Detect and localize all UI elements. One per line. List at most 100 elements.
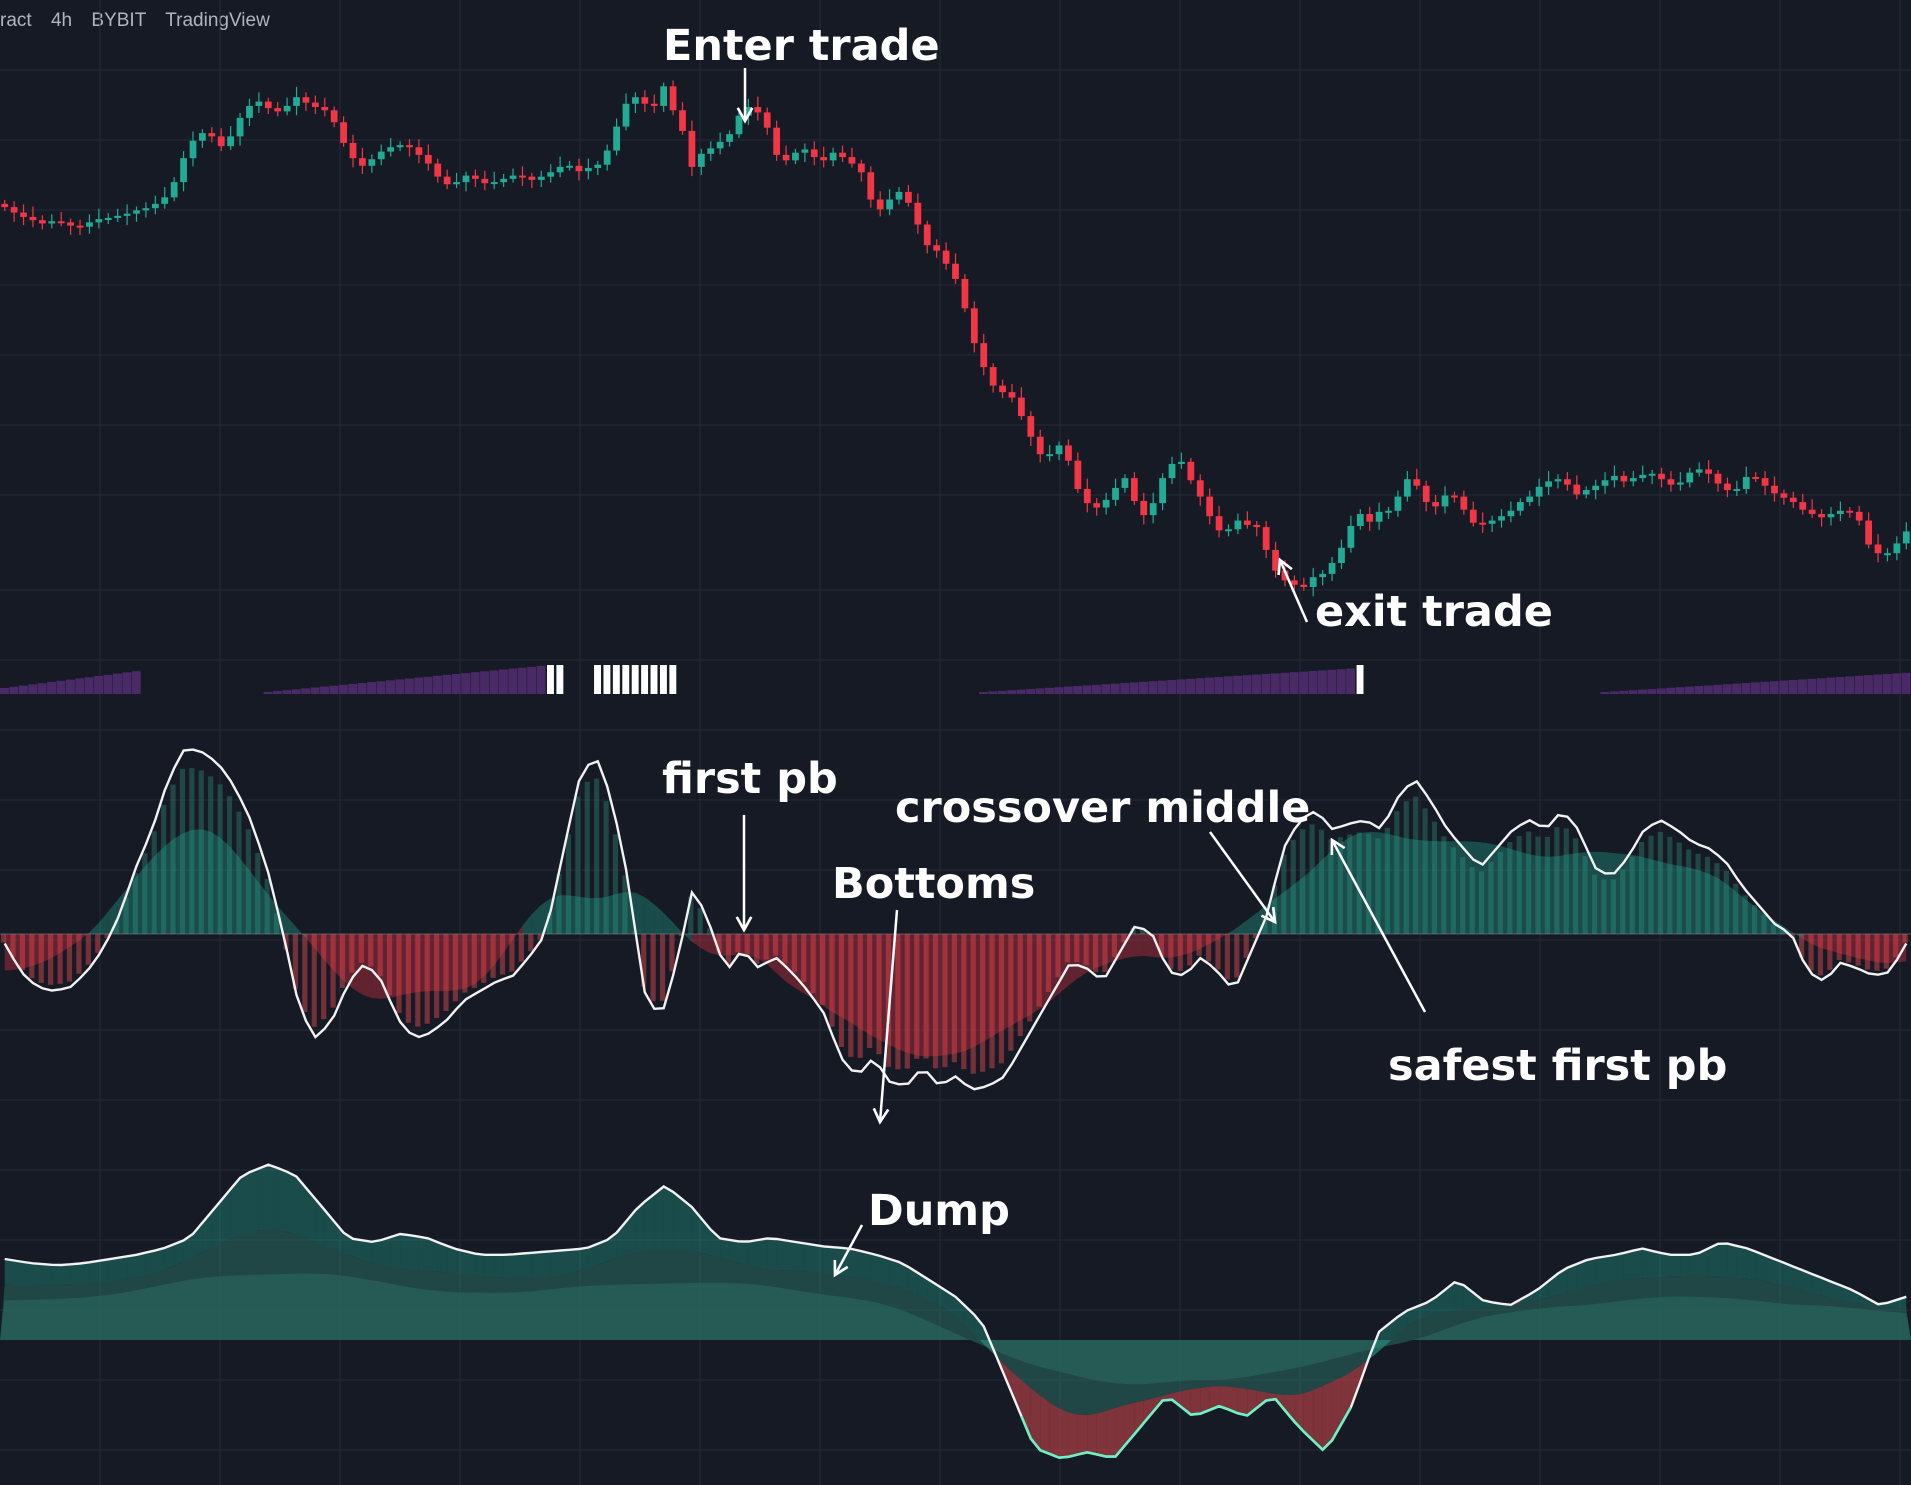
candle [566,160,573,171]
band-segment [1821,934,1831,951]
histogram-bar [923,934,929,1059]
strip-bar [1204,677,1214,694]
strip-bar [282,690,292,694]
strip-bar [498,669,508,694]
histogram-bar [1591,874,1598,934]
strip-bar [1120,683,1130,694]
dump-bull-segment [569,1249,579,1274]
band-segment [503,934,514,953]
histogram-bar [942,934,948,1068]
histogram-bar [1187,934,1193,966]
dump-bull-segment [597,1239,608,1265]
histogram-bar [1686,849,1692,934]
bottoms-annotation: Bottoms [832,859,1035,909]
strip-bar [112,673,122,694]
dump-bull-segment [42,1264,52,1285]
histogram-bar [820,934,826,1006]
histogram-bar [1676,842,1682,934]
band-segment [974,934,984,1047]
band-segment [70,934,81,947]
band-segment [1209,934,1220,944]
band-segment [1426,840,1436,934]
band-segment [748,934,758,959]
candle [1592,479,1600,500]
histogram-bar [1224,934,1230,980]
band-segment [541,898,551,934]
strip-bar [1035,688,1045,694]
strip-bar [94,676,104,694]
candle [189,131,197,167]
strip-bar [320,686,329,694]
dump-mid-band [0,1229,1911,1415]
band-segment [1840,934,1850,957]
histogram-bar [1045,934,1052,992]
dump-area-segment [1172,1390,1182,1408]
candle [57,212,65,227]
band-segment [1812,934,1822,949]
dump-bull-segment [757,1238,768,1270]
histogram-bar [1497,851,1503,934]
band-segment [983,934,994,1042]
candle [1686,467,1694,488]
candle [1564,472,1571,491]
histogram-bar [688,896,694,934]
candle [1498,509,1505,528]
dump-bull-segment [1529,1288,1540,1302]
band-segment [475,934,485,984]
band-segment [1859,934,1869,961]
dump-bull-segment [409,1235,419,1271]
histogram-bar [1742,895,1748,934]
strip-bar [1007,690,1017,694]
band-segment [729,934,739,956]
strip-bar [451,674,461,694]
dump-bull-segment [221,1189,231,1244]
band-segment [1520,851,1530,934]
dump-bull-segment [738,1241,749,1266]
histogram-bar [462,934,468,993]
candle [1818,509,1825,527]
strip-bar [1760,681,1770,694]
candle [810,141,818,166]
candle [1309,567,1317,597]
candle [613,118,620,156]
dump-bull-segment [1718,1243,1728,1278]
band-segment [1680,865,1690,934]
candle [1253,521,1261,537]
dump-bull-segment [1680,1254,1690,1277]
band-segment [1237,920,1248,934]
candle [839,145,846,162]
candle [867,166,875,208]
dump-area-segment [1209,1386,1220,1410]
band-segment [1284,884,1295,934]
dump-area-segment [1143,1398,1154,1423]
exit-trade-annotation: exit trade [1315,587,1553,637]
dump-bull-segment [823,1246,834,1275]
candle [368,154,376,173]
band-segment [1011,934,1022,1026]
histogram-bar [697,908,703,934]
strip-bar [1327,669,1337,694]
band-segment [1736,892,1747,934]
band-segment [277,906,288,934]
histogram-bar [1102,934,1108,972]
dump-bull-segment [673,1191,683,1251]
dump-bull-segment [211,1200,222,1248]
strip-bar [470,672,480,694]
candle [782,145,790,166]
band-segment [484,934,495,976]
candle [1394,490,1402,517]
candle [170,177,178,202]
candle [1771,476,1778,502]
candle [650,94,658,113]
histogram-bar [443,934,449,1012]
strip-bar [461,673,471,694]
histogram-bar [1827,934,1833,970]
strip-bar [1261,674,1271,694]
histogram-bar [1017,934,1023,1037]
dump-bull-segment [315,1199,325,1246]
histogram-bar [1196,934,1202,956]
strip-bar [1167,680,1177,694]
strip-bar [1063,686,1073,694]
strip-bar [338,684,348,694]
